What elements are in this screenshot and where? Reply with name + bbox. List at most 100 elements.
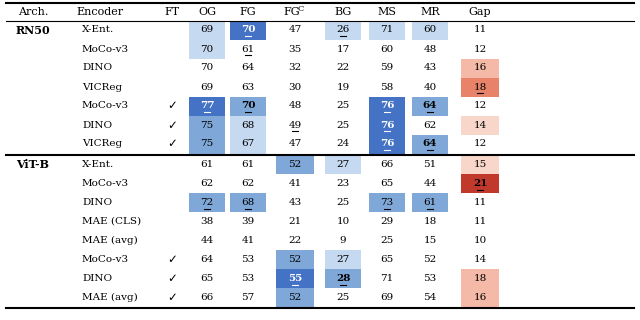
Text: ✓: ✓ [167, 138, 177, 150]
Text: 35: 35 [289, 44, 301, 53]
Text: 61: 61 [424, 198, 436, 207]
Text: 41: 41 [289, 179, 301, 188]
Text: MoCo-v3: MoCo-v3 [82, 255, 129, 264]
Bar [461, 77, 499, 97]
Text: MAE (avg): MAE (avg) [82, 293, 138, 302]
Bar [461, 116, 499, 134]
Text: 18: 18 [424, 217, 436, 226]
Text: 55: 55 [288, 274, 302, 283]
Text: 75: 75 [200, 121, 214, 130]
Bar [369, 116, 405, 134]
Text: 27: 27 [337, 255, 349, 264]
Text: RN50: RN50 [16, 25, 51, 36]
Bar [325, 155, 361, 174]
Bar [189, 116, 225, 134]
Text: ✓: ✓ [167, 118, 177, 132]
Bar [276, 250, 314, 269]
Text: 70: 70 [200, 44, 214, 53]
Text: MoCo-v3: MoCo-v3 [82, 44, 129, 53]
Bar [412, 193, 448, 212]
Text: X-Ent.: X-Ent. [82, 26, 115, 35]
Text: MAE (CLS): MAE (CLS) [82, 217, 141, 226]
Bar [276, 155, 314, 174]
Text: 77: 77 [200, 101, 214, 110]
Text: 75: 75 [200, 140, 214, 148]
Text: 40: 40 [424, 83, 436, 92]
Bar [369, 193, 405, 212]
Text: 73: 73 [380, 198, 394, 207]
Bar [230, 116, 266, 134]
Text: 38: 38 [200, 217, 214, 226]
Text: 57: 57 [241, 293, 255, 302]
Text: Arch.: Arch. [18, 7, 48, 17]
Text: 25: 25 [380, 236, 394, 245]
Text: MR: MR [420, 7, 440, 17]
Text: 25: 25 [337, 198, 349, 207]
Text: 23: 23 [337, 179, 349, 188]
Text: 16: 16 [474, 293, 486, 302]
Bar [461, 155, 499, 174]
Text: 18: 18 [474, 274, 486, 283]
Bar [189, 39, 225, 59]
Text: 41: 41 [241, 236, 255, 245]
Text: 70: 70 [241, 26, 255, 35]
Text: 53: 53 [424, 274, 436, 283]
Text: 76: 76 [380, 140, 394, 148]
Text: 76: 76 [380, 121, 394, 130]
Text: 22: 22 [289, 236, 301, 245]
Text: 54: 54 [424, 293, 436, 302]
Text: 17: 17 [337, 44, 349, 53]
Text: 21: 21 [289, 217, 301, 226]
Text: DINO: DINO [82, 198, 112, 207]
Text: 29: 29 [380, 217, 394, 226]
Text: 53: 53 [241, 255, 255, 264]
Text: Encoder: Encoder [76, 7, 124, 17]
Text: 12: 12 [474, 44, 486, 53]
Text: 65: 65 [200, 274, 214, 283]
Bar [230, 97, 266, 116]
Text: 52: 52 [289, 255, 301, 264]
Text: ✓: ✓ [167, 291, 177, 304]
Text: 60: 60 [424, 26, 436, 35]
Text: FG: FG [240, 7, 256, 17]
Bar [412, 20, 448, 39]
Text: 18: 18 [474, 83, 486, 92]
Text: 15: 15 [474, 160, 486, 169]
Text: 52: 52 [289, 160, 301, 169]
Bar [369, 97, 405, 116]
Text: 14: 14 [474, 121, 486, 130]
Text: 19: 19 [337, 83, 349, 92]
Text: 44: 44 [200, 236, 214, 245]
Text: 52: 52 [289, 293, 301, 302]
Text: 47: 47 [289, 140, 301, 148]
Text: ✓: ✓ [167, 253, 177, 266]
Text: 65: 65 [380, 255, 394, 264]
Text: 10: 10 [337, 217, 349, 226]
Text: 11: 11 [474, 217, 486, 226]
Text: 10: 10 [474, 236, 486, 245]
Text: MoCo-v3: MoCo-v3 [82, 179, 129, 188]
Text: 69: 69 [200, 83, 214, 92]
Text: 65: 65 [380, 179, 394, 188]
Text: 66: 66 [200, 293, 214, 302]
Bar [461, 59, 499, 77]
Text: 61: 61 [241, 160, 255, 169]
Bar [412, 134, 448, 154]
Bar [189, 97, 225, 116]
Text: 71: 71 [380, 274, 394, 283]
Text: 15: 15 [424, 236, 436, 245]
Text: 72: 72 [200, 198, 214, 207]
Text: MoCo-v3: MoCo-v3 [82, 101, 129, 110]
Text: 51: 51 [424, 160, 436, 169]
Text: VICReg: VICReg [82, 83, 122, 92]
Text: 64: 64 [423, 140, 437, 148]
Text: MAE (avg): MAE (avg) [82, 236, 138, 245]
Text: X-Ent.: X-Ent. [82, 160, 115, 169]
Bar [461, 288, 499, 307]
Text: 25: 25 [337, 101, 349, 110]
Text: DINO: DINO [82, 63, 112, 73]
Text: 11: 11 [474, 198, 486, 207]
Bar [230, 193, 266, 212]
Text: 47: 47 [289, 26, 301, 35]
Text: 76: 76 [380, 101, 394, 110]
